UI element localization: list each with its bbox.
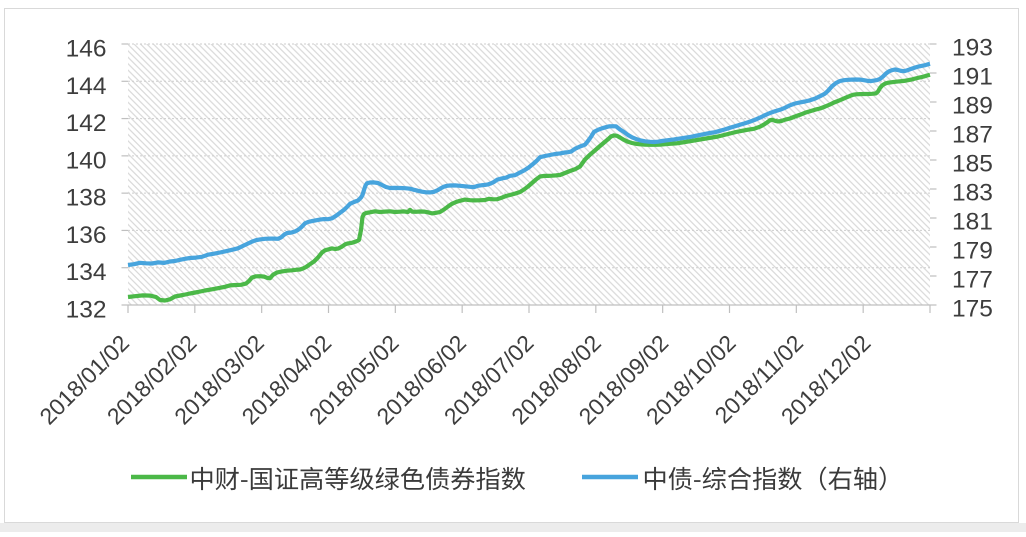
svg-text:142: 142	[66, 110, 107, 137]
svg-text:187: 187	[952, 122, 993, 149]
svg-text:183: 183	[952, 180, 993, 207]
svg-text:138: 138	[66, 185, 107, 212]
svg-text:175: 175	[952, 296, 993, 323]
svg-text:134: 134	[66, 259, 107, 286]
svg-text:136: 136	[66, 222, 107, 249]
svg-text:144: 144	[66, 73, 107, 100]
svg-text:189: 189	[952, 93, 993, 120]
svg-text:191: 191	[952, 64, 993, 91]
svg-text:132: 132	[66, 297, 107, 324]
svg-text:140: 140	[66, 147, 107, 174]
svg-text:177: 177	[952, 267, 993, 294]
svg-text:146: 146	[66, 36, 107, 63]
svg-text:181: 181	[952, 209, 993, 236]
svg-text:185: 185	[952, 151, 993, 178]
svg-text:193: 193	[952, 35, 993, 62]
svg-text:179: 179	[952, 238, 993, 265]
